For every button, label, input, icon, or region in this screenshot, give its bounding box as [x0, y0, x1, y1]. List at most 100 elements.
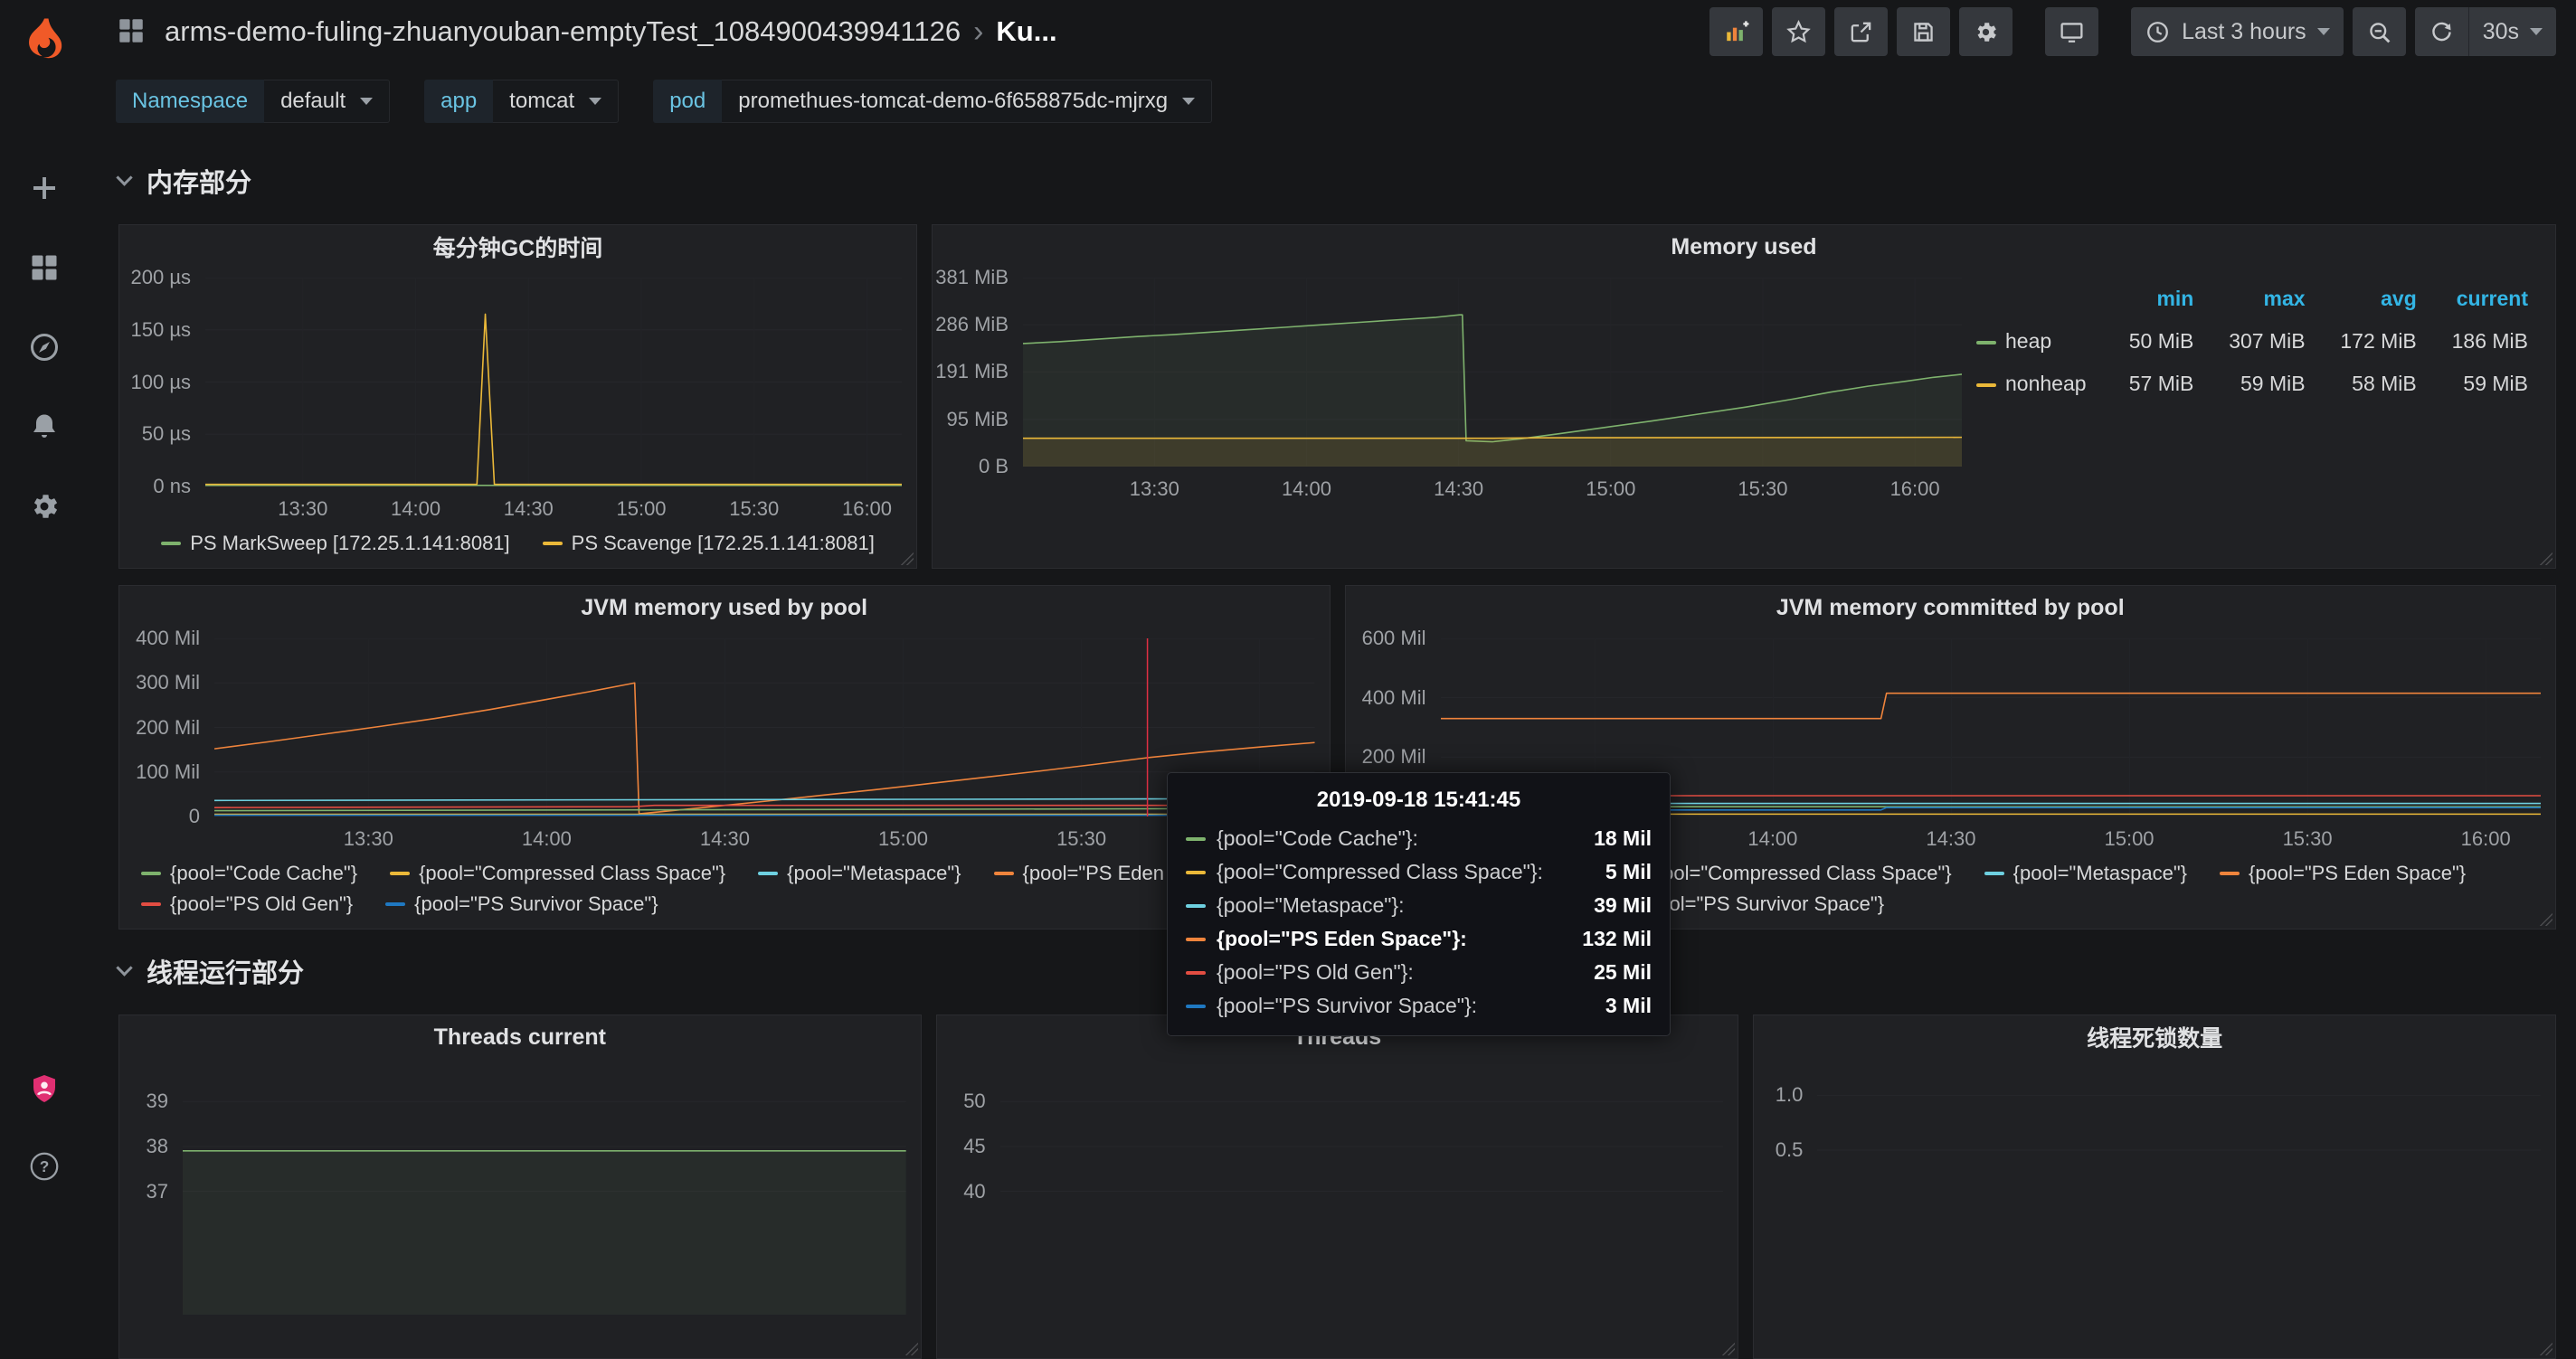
grafana-logo[interactable]	[20, 14, 69, 63]
app: ? arms-demo-fuling-zhuanyouban-emptyTest…	[20, 7, 2576, 1359]
y-axis-tick: 95 MiB	[946, 407, 1009, 430]
legend-row: PS MarkSweep [172.25.1.141:8081] PS Scave…	[141, 532, 895, 555]
panel-resize-handle[interactable]	[2538, 911, 2552, 926]
legend-column-min[interactable]: min	[2156, 287, 2194, 310]
legend-item[interactable]: PS Scavenge [172.25.1.141:8081]	[542, 532, 875, 555]
legend-swatch-icon	[2220, 872, 2240, 875]
panel-threads-current: Threads current 39 38 37	[118, 1015, 922, 1359]
tooltip-series-value: 5 Mil	[1605, 860, 1652, 883]
legend-item[interactable]: {pool="PS Survivor Space"}	[1611, 892, 1884, 916]
variable-value-dropdown[interactable]: promethues-tomcat-demo-6f658875dc-mjrxg	[722, 80, 1213, 123]
caret-down-icon	[589, 98, 602, 105]
star-button[interactable]	[1772, 7, 1826, 56]
x-axis-tick: 15:30	[1738, 477, 1788, 500]
panel-resize-handle[interactable]	[903, 1341, 918, 1355]
alerting-bell-icon[interactable]	[26, 409, 62, 445]
x-axis-tick: 15:00	[1586, 477, 1636, 500]
legend-item[interactable]: {pool="PS Survivor Space"}	[385, 892, 658, 916]
legend-table-row: nonheap 57 MiB 59 MiB 58 MiB 59 MiB	[1976, 363, 2528, 405]
time-range-label: Last 3 hours	[2182, 18, 2306, 44]
y-axis-tick: 45	[963, 1134, 986, 1157]
plot-area[interactable]	[1817, 1068, 2541, 1315]
variable-app[interactable]: app tomcat	[424, 80, 620, 123]
legend-item[interactable]: {pool="Compressed Class Space"}	[1615, 862, 1952, 885]
tooltip-series-swatch-icon	[1186, 1004, 1206, 1008]
legend-item[interactable]: {pool="Metaspace"}	[1984, 862, 2187, 885]
legend-item[interactable]: {pool="Metaspace"}	[758, 862, 961, 885]
dashboard-variables: Namespace default app tomcat pod prometh…	[89, 63, 2576, 145]
legend-column-max[interactable]: max	[2263, 287, 2306, 310]
variable-value-dropdown[interactable]: default	[264, 80, 391, 123]
x-axis-tick: 14:00	[521, 827, 572, 850]
legend-column-current[interactable]: current	[2456, 287, 2528, 310]
plot-area[interactable]	[1000, 1068, 1724, 1315]
chart-threads-current: 39 38 37	[119, 1059, 921, 1358]
zoom-out-button[interactable]	[2352, 7, 2406, 56]
configuration-gear-icon[interactable]	[26, 488, 62, 524]
legend-item[interactable]: {pool="Code Cache"}	[141, 862, 357, 885]
legend-swatch-icon	[390, 872, 411, 875]
panel-title[interactable]: JVM memory used by pool	[119, 586, 1330, 629]
breadcrumb-dashboard[interactable]: Ku...	[996, 15, 1057, 47]
panel-title-text: JVM memory used by pool	[581, 594, 868, 620]
plot-area[interactable]	[183, 1068, 906, 1315]
tv-mode-button[interactable]	[2045, 7, 2099, 56]
y-axis-tick: 37	[146, 1179, 168, 1203]
panel-title[interactable]: Threads current	[119, 1015, 921, 1059]
x-axis-tick: 16:00	[2460, 827, 2511, 850]
dashboard-settings-button[interactable]	[1959, 7, 2013, 56]
breadcrumb-folder[interactable]: arms-demo-fuling-zhuanyouban-emptyTest_1…	[165, 15, 961, 47]
variable-label: pod	[653, 80, 723, 123]
server-admin-shield-icon[interactable]	[26, 1071, 62, 1107]
panel-title[interactable]: 线程死锁数量	[1754, 1015, 2555, 1059]
legend-label: {pool="PS Survivor Space"}	[414, 892, 658, 915]
panel-title[interactable]: JVM memory committed by pool	[1346, 586, 2556, 629]
variable-pod[interactable]: pod promethues-tomcat-demo-6f658875dc-mj…	[653, 80, 1213, 123]
add-panel-button[interactable]	[1709, 7, 1764, 56]
legend-item[interactable]: {pool="PS Eden Space"}	[2220, 862, 2466, 885]
tooltip-series-value: 39 Mil	[1594, 893, 1652, 917]
caret-down-icon	[1182, 98, 1196, 105]
legend-column-avg[interactable]: avg	[2381, 287, 2417, 310]
panel-resize-handle[interactable]	[1720, 1341, 1736, 1355]
legend-series-name[interactable]: nonheap	[1976, 363, 2095, 405]
refresh-button[interactable]	[2414, 7, 2468, 56]
panel-resize-handle[interactable]	[2538, 551, 2552, 565]
legend-item[interactable]: {pool="PS Old Gen"}	[141, 892, 353, 916]
y-axis-tick: 400 Mil	[136, 627, 200, 649]
x-axis-tick: 14:00	[1281, 477, 1331, 500]
legend-item[interactable]: {pool="Compressed Class Space"}	[390, 862, 725, 885]
panel-title-text: Memory used	[1671, 233, 1817, 260]
dashboards-icon[interactable]	[26, 250, 62, 286]
legend-series-name[interactable]: heap	[1976, 320, 2095, 363]
explore-compass-icon[interactable]	[26, 329, 62, 365]
y-axis-tick: 38	[146, 1134, 168, 1157]
section-threads[interactable]: 线程运行部分	[116, 946, 2556, 996]
save-button[interactable]	[1897, 7, 1951, 56]
section-memory[interactable]: 内存部分	[116, 156, 2556, 206]
legend-row: {pool="Code Cache"}{pool="Compressed Cla…	[1367, 862, 2534, 885]
panel-title[interactable]: 每分钟GC的时间	[119, 225, 916, 269]
variable-value-dropdown[interactable]: tomcat	[493, 80, 620, 123]
share-button[interactable]	[1834, 7, 1889, 56]
variable-namespace[interactable]: Namespace default	[116, 80, 391, 123]
y-axis-tick: 200 µs	[130, 266, 192, 288]
tooltip-timestamp: 2019-09-18 15:41:45	[1316, 788, 1521, 812]
time-range-button[interactable]: Last 3 hours	[2131, 7, 2344, 56]
help-icon[interactable]: ?	[26, 1148, 62, 1184]
create-plus-icon[interactable]	[26, 170, 62, 206]
tooltip-series-value: 25 Mil	[1594, 960, 1652, 984]
refresh-interval-button[interactable]: 30s	[2467, 7, 2556, 56]
panel-title[interactable]: Memory used	[933, 225, 2555, 269]
caret-down-icon	[2316, 28, 2330, 35]
legend-item[interactable]: PS MarkSweep [172.25.1.141:8081]	[161, 532, 510, 555]
variable-value: promethues-tomcat-demo-6f658875dc-mjrxg	[738, 89, 1169, 113]
legend-swatch-icon	[1984, 872, 2004, 875]
panel-resize-handle[interactable]	[2538, 1341, 2553, 1355]
panel-resize-handle[interactable]	[899, 551, 914, 565]
variable-label: app	[424, 80, 494, 123]
x-axis-tick: 15:00	[877, 827, 929, 850]
